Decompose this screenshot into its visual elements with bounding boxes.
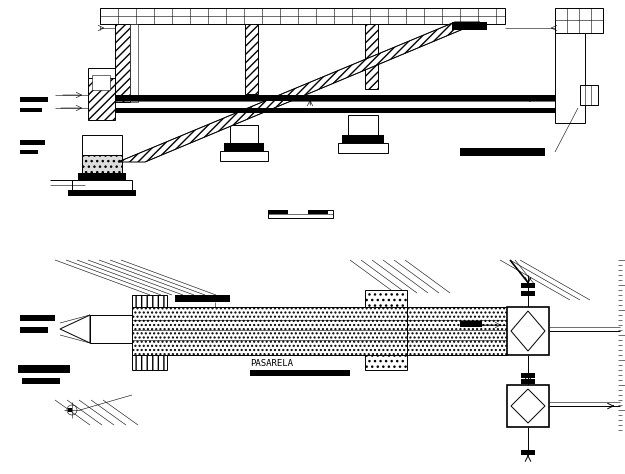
Bar: [268, 210, 333, 218]
Text: PASARELA: PASARELA: [250, 359, 293, 368]
Bar: [521, 283, 535, 288]
Bar: [521, 379, 535, 384]
Bar: [115, 24, 130, 102]
Bar: [348, 115, 378, 135]
Bar: [72, 180, 132, 190]
Bar: [338, 143, 388, 153]
Bar: [288, 210, 308, 214]
Bar: [555, 8, 603, 33]
Bar: [580, 85, 598, 105]
Bar: [555, 33, 585, 123]
Bar: [88, 75, 115, 120]
Bar: [245, 24, 258, 94]
Bar: [224, 143, 264, 151]
Bar: [82, 135, 122, 155]
Bar: [460, 148, 545, 156]
Bar: [20, 97, 48, 102]
Bar: [68, 190, 136, 196]
Bar: [20, 327, 48, 333]
Bar: [90, 315, 132, 343]
Bar: [308, 210, 328, 214]
Bar: [88, 68, 115, 78]
Bar: [521, 450, 535, 455]
Bar: [82, 155, 122, 173]
Bar: [268, 210, 288, 214]
Bar: [68, 408, 72, 412]
Bar: [100, 8, 505, 24]
Bar: [20, 108, 42, 112]
Bar: [20, 315, 55, 321]
Bar: [521, 373, 535, 378]
Bar: [18, 365, 70, 373]
Bar: [115, 95, 555, 101]
Bar: [132, 307, 407, 355]
Bar: [175, 295, 230, 302]
Bar: [250, 370, 350, 376]
Polygon shape: [60, 315, 90, 343]
Bar: [507, 385, 549, 427]
Polygon shape: [511, 311, 545, 351]
Bar: [22, 378, 60, 384]
Bar: [452, 22, 487, 30]
Bar: [507, 307, 549, 355]
Bar: [130, 24, 138, 102]
Bar: [115, 108, 555, 113]
Bar: [92, 75, 110, 90]
Bar: [521, 291, 535, 296]
Bar: [460, 321, 482, 327]
Polygon shape: [118, 22, 480, 162]
Bar: [342, 135, 384, 143]
Bar: [132, 295, 167, 370]
Bar: [230, 125, 258, 143]
Bar: [78, 173, 126, 180]
Polygon shape: [511, 389, 545, 423]
Bar: [365, 290, 407, 370]
Bar: [220, 151, 268, 161]
Bar: [407, 307, 507, 355]
Bar: [365, 24, 378, 89]
Bar: [20, 150, 38, 154]
Bar: [20, 140, 45, 145]
